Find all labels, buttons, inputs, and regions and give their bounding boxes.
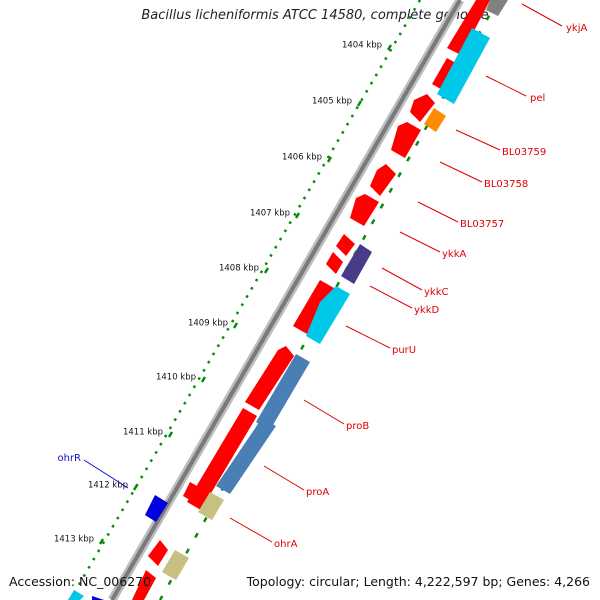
feature-blue-bottom <box>92 596 104 600</box>
feature-steelblue-proA <box>216 418 276 494</box>
gene-leader-line <box>381 267 423 291</box>
gene-leader-line <box>439 161 483 183</box>
gene-ykkD-feature <box>326 252 343 274</box>
tick-label: 1404 kbp <box>342 41 382 51</box>
tick-label: 1411 kbp <box>123 428 163 438</box>
feature-cyan-purU <box>306 286 350 344</box>
gene-label-ohrA: ohrA <box>274 539 298 550</box>
gene-ykkC-feature <box>336 234 355 256</box>
gene-label-ohrR: ohrR <box>57 453 81 464</box>
tick-label: 1408 kbp <box>219 264 259 274</box>
gene-leader-line <box>521 3 563 27</box>
gene-proB-feature <box>245 346 294 410</box>
gene-purU-feature <box>293 280 334 334</box>
gene-ohrR-feature <box>148 540 168 566</box>
tick-mark <box>263 267 270 274</box>
feature-cyan-bottom <box>68 590 84 600</box>
gene-ohrA-feature <box>183 482 204 504</box>
genome-title: Bacillus licheniformis ATCC 14580, compl… <box>141 8 489 23</box>
tick-mark <box>386 44 393 51</box>
gene-label-BL03758: BL03758 <box>484 179 528 190</box>
feature-gray <box>486 0 508 16</box>
tick-mark <box>356 100 363 107</box>
gene-leader-line <box>369 285 413 309</box>
gene-label-proA: proA <box>306 487 329 498</box>
gene-leader-line <box>485 75 527 97</box>
gene-label-BL03759: BL03759 <box>502 147 546 158</box>
gene-leader-line <box>229 517 273 543</box>
feature-purple-ykkC <box>341 244 372 284</box>
inner-features <box>68 0 508 600</box>
feature-steelblue-proB <box>256 354 310 430</box>
gene-ykjA-feature <box>447 0 490 55</box>
tick-label: 1406 kbp <box>282 153 322 163</box>
gene-leader-line <box>303 399 345 425</box>
tick-mark <box>200 376 207 383</box>
tick-label: 1405 kbp <box>312 97 352 107</box>
gene-BL03759-feature <box>410 94 435 122</box>
gene-label-ykkC: ykkC <box>424 287 449 298</box>
tick-mark <box>167 431 174 438</box>
gene-BL03757-feature <box>370 164 396 196</box>
gene-leader-line <box>263 465 305 491</box>
forward-genes <box>132 0 490 600</box>
gene-label-ykkA: ykkA <box>442 249 467 260</box>
gene-BL03758-feature <box>391 122 421 158</box>
gene-leader-line <box>417 201 459 223</box>
feature-cyan-pel <box>437 28 490 104</box>
feature-khaki-ohrA <box>198 492 224 520</box>
tick-mark <box>132 484 139 491</box>
gene-leader-line <box>399 231 441 253</box>
backbone <box>110 0 462 600</box>
tick-layer: 1404 kbp 1405 kbp 1406 kbp 1407 kbp 1408 kbp… <box>54 41 393 545</box>
feature-khaki-next <box>162 550 189 580</box>
tick-mark <box>326 156 333 163</box>
tick-mark <box>294 212 301 219</box>
gene-next-feature <box>132 570 156 600</box>
accession-text: Accession: NC_006270 <box>9 574 152 589</box>
gene-label-pel: pel <box>530 93 545 104</box>
gene-leader-line <box>455 129 501 151</box>
gene-ykkA-feature <box>350 194 379 226</box>
tick-mark <box>232 322 239 329</box>
gene-label-proB: proB <box>346 421 369 432</box>
tick-label: 1410 kbp <box>156 373 196 383</box>
gene-label-ykkD: ykkD <box>414 305 440 316</box>
feature-blue-ohrR <box>145 495 168 522</box>
tick-label: 1413 kbp <box>54 535 94 545</box>
gene-label-purU: purU <box>392 345 416 356</box>
feature-orange <box>424 108 446 132</box>
gc-dots-outer <box>68 0 422 600</box>
tick-label: 1412 kbp <box>88 481 128 491</box>
topology-text: Topology: circular; Length: 4,222,597 bp… <box>246 574 590 589</box>
tick-label: 1407 kbp <box>250 209 290 219</box>
gene-proA-feature <box>187 408 257 510</box>
gene-label-layer: ykjA pel BL03759 BL03758 BL03757 ykkA ykkC ykkD… <box>57 3 587 550</box>
gene-label-BL03757: BL03757 <box>460 219 504 230</box>
gene-leader-line <box>345 325 391 349</box>
gene-label-ykjA: ykjA <box>566 23 587 34</box>
gene-leader-line <box>83 459 129 489</box>
tick-mark <box>98 538 105 545</box>
tick-label: 1409 kbp <box>188 319 228 329</box>
